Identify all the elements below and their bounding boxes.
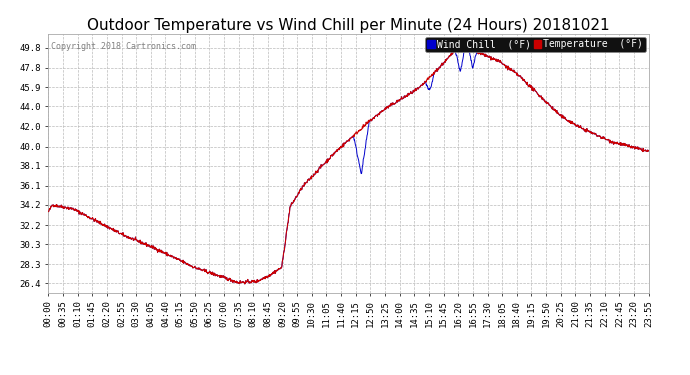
Legend: Wind Chill  (°F), Temperature  (°F): Wind Chill (°F), Temperature (°F) <box>424 37 646 51</box>
Title: Outdoor Temperature vs Wind Chill per Minute (24 Hours) 20181021: Outdoor Temperature vs Wind Chill per Mi… <box>87 18 610 33</box>
Text: Copyright 2018 Cartronics.com: Copyright 2018 Cartronics.com <box>51 42 196 51</box>
